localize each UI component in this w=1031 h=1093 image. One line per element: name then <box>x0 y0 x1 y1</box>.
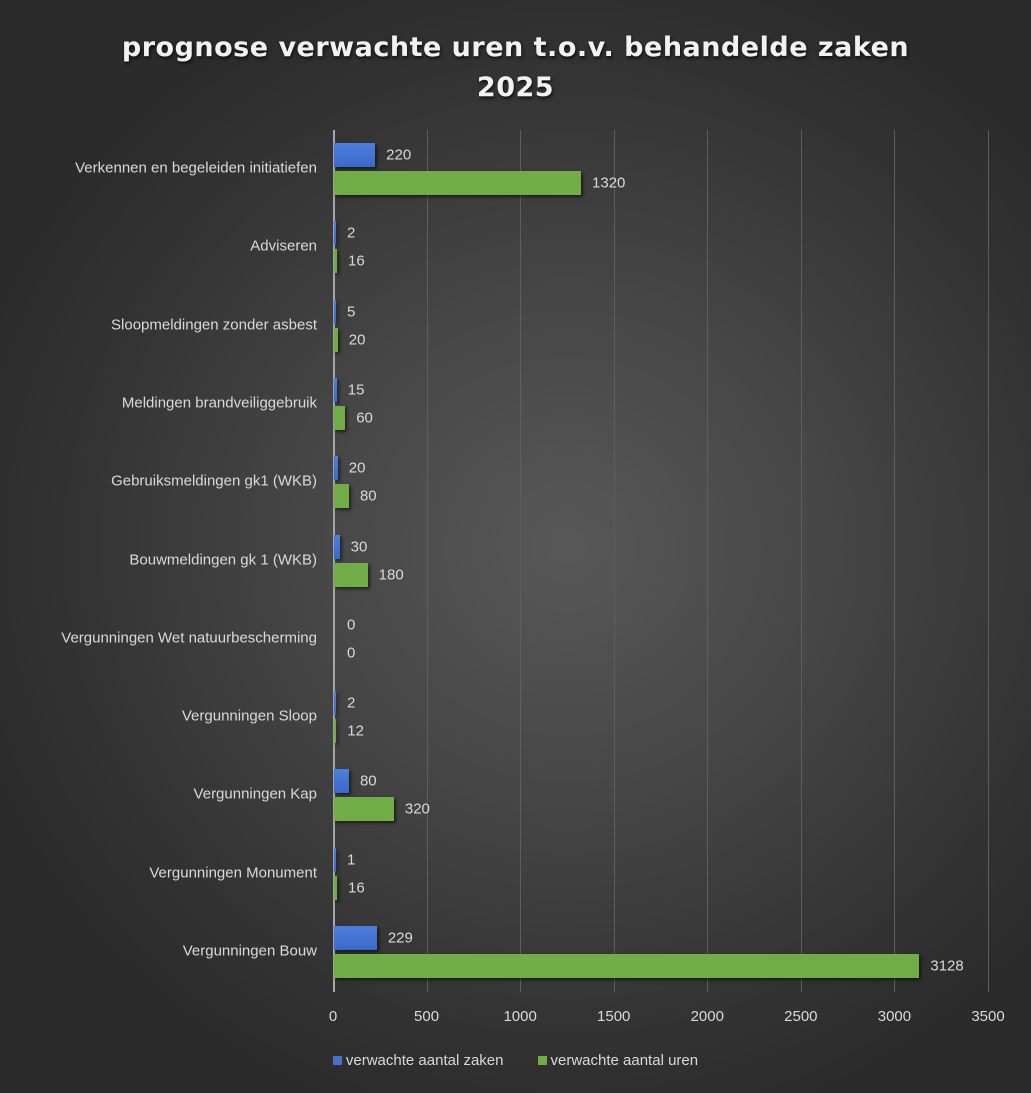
category-label: Meldingen brandveiliggebruik <box>121 394 317 412</box>
gridline <box>707 130 709 992</box>
data-label: 12 <box>347 722 364 740</box>
plot-area: 220 1320 2 16 5 20 15 60 20 80 30 180 0 0 2 12 80 320 1 16 2… <box>333 130 989 992</box>
bar-uren <box>334 249 337 274</box>
category-label: Vergunningen Wet natuurbescherming <box>61 629 317 647</box>
bar-zaken <box>334 143 376 167</box>
category-label: Bouwmeldingen gk 1 (WKB) <box>129 551 317 568</box>
data-label: 1 <box>347 851 356 869</box>
gridline <box>426 130 428 992</box>
x-tick-label: 3000 <box>877 1008 912 1025</box>
data-label: 3128 <box>930 957 964 975</box>
x-tick-label: 2000 <box>690 1008 724 1025</box>
bar-uren <box>334 171 582 195</box>
bar-uren <box>334 719 337 744</box>
legend-label: verwachte aantal zaken <box>345 1052 504 1069</box>
category-label: Gebruiksmeldingen gk1 (WKB) <box>111 472 317 490</box>
legend: verwachte aantal zaken verwachte aantal … <box>0 1052 1031 1069</box>
data-label: 1320 <box>592 174 626 192</box>
data-label: 2 <box>347 224 356 242</box>
bar-uren <box>334 875 337 900</box>
bar-zaken <box>334 534 340 559</box>
data-label: 229 <box>387 929 413 947</box>
bar-zaken <box>334 691 336 716</box>
legend-label: verwachte aantal uren <box>550 1052 699 1069</box>
category-label: Vergunningen Sloop <box>181 707 317 725</box>
data-label: 80 <box>359 487 377 505</box>
chart-title-line-1: prognose verwachte uren t.o.v. behandeld… <box>121 32 910 63</box>
legend-swatch-blue-icon <box>332 1056 342 1065</box>
data-label: 0 <box>347 644 356 662</box>
bar-uren <box>334 327 338 352</box>
category-label: Vergunningen Bouw <box>182 942 317 960</box>
category-label: Verkennen en begeleiden initiatiefen <box>75 159 317 177</box>
legend-item-uren: verwachte aantal uren <box>537 1052 699 1069</box>
legend-swatch-green-icon <box>537 1056 547 1065</box>
bar-uren <box>334 562 368 587</box>
data-label: 5 <box>347 303 356 321</box>
bar-uren <box>334 405 346 430</box>
category-label: Vergunningen Kap <box>193 785 317 803</box>
x-tick-label: 3500 <box>971 1008 1005 1025</box>
bar-zaken <box>334 221 336 246</box>
x-tick-label: 2500 <box>784 1008 818 1025</box>
x-tick-label: 1500 <box>597 1008 631 1025</box>
data-label: 0 <box>347 616 356 634</box>
bar-uren <box>334 484 349 509</box>
category-label: Adviseren <box>250 237 317 255</box>
data-label: 16 <box>347 252 365 270</box>
data-label: 80 <box>359 772 377 790</box>
gridline <box>520 130 522 992</box>
gridline <box>613 130 615 992</box>
category-label: Vergunningen Monument <box>149 864 317 882</box>
data-label: 20 <box>348 331 366 349</box>
data-label: 2 <box>347 694 356 712</box>
x-tick-label: 500 <box>414 1008 440 1025</box>
category-label: Sloopmeldingen zonder asbest <box>111 316 317 334</box>
chart-title-line-2: 2025 <box>476 72 555 103</box>
bar-uren <box>334 797 394 822</box>
data-label: 30 <box>350 538 368 555</box>
bar-zaken <box>334 847 336 872</box>
bar-zaken <box>334 377 337 402</box>
legend-item-zaken: verwachte aantal zaken <box>332 1052 504 1069</box>
bar-zaken <box>334 299 336 324</box>
x-tick-label: 1000 <box>503 1008 537 1025</box>
bar-zaken <box>334 926 377 950</box>
chart-title: prognose verwachte uren t.o.v. behandeld… <box>0 28 1031 108</box>
data-label: 15 <box>347 381 365 399</box>
data-label: 20 <box>348 459 366 477</box>
data-label: 16 <box>347 879 365 897</box>
data-label: 60 <box>356 409 373 427</box>
gridline <box>988 130 989 992</box>
data-label: 180 <box>378 566 404 583</box>
bar-zaken <box>334 456 338 481</box>
data-label: 220 <box>386 146 412 164</box>
gridline <box>894 130 896 992</box>
data-label: 320 <box>404 800 430 818</box>
bar-zaken <box>334 769 349 794</box>
x-tick-label: 0 <box>328 1008 338 1025</box>
gridline <box>800 130 802 992</box>
y-axis-line <box>333 130 335 992</box>
bar-uren <box>334 954 920 978</box>
